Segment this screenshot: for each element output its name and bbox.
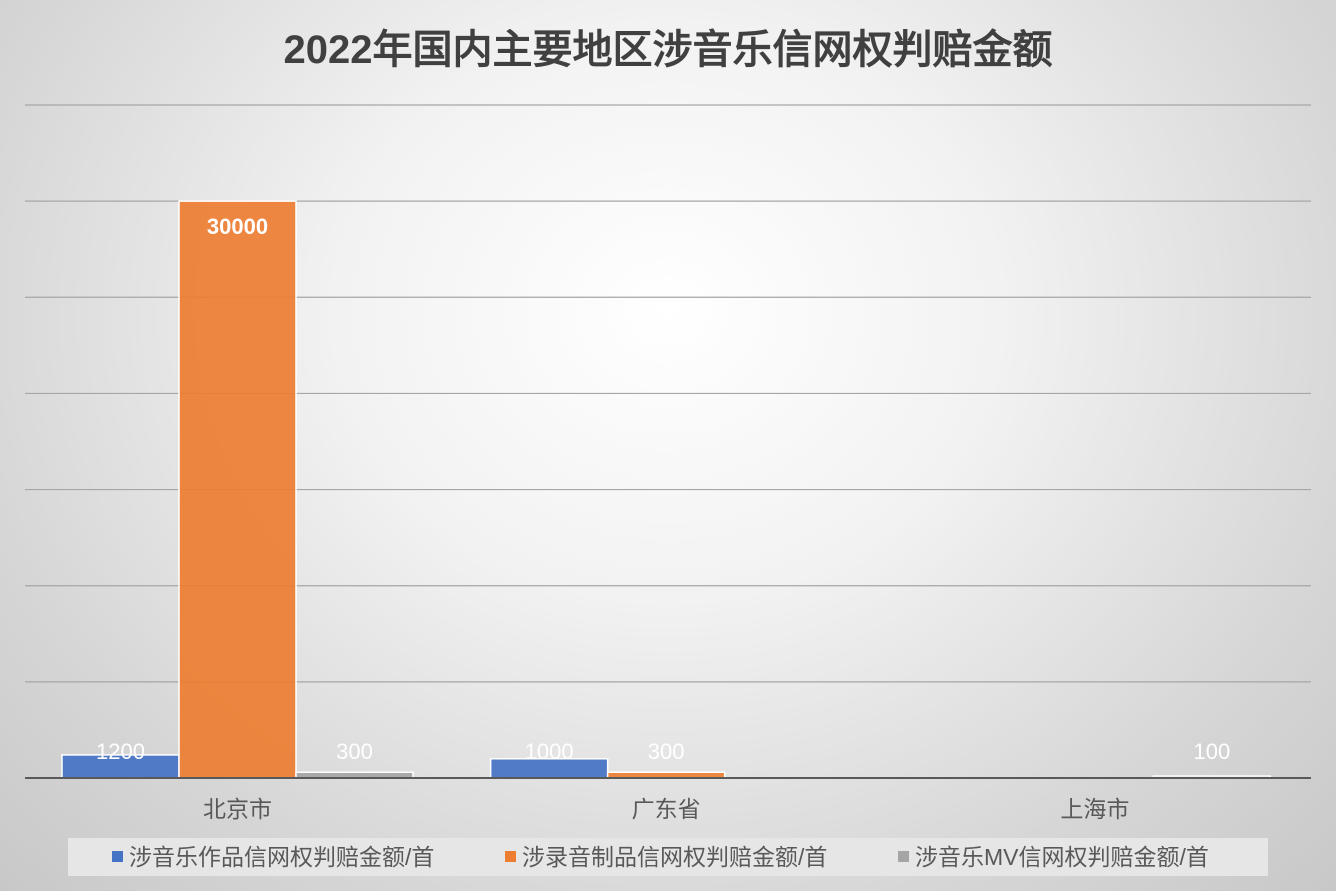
- x-tick-label: 广东省: [632, 796, 701, 822]
- x-tick-label: 上海市: [1060, 796, 1129, 822]
- data-label: 30000: [207, 214, 268, 239]
- legend: 涉音乐作品信网权判赔金额/首 涉录音制品信网权判赔金额/首 涉音乐MV信网权判赔金额…: [68, 838, 1268, 876]
- legend-swatch: [898, 851, 909, 862]
- data-label: 300: [648, 739, 685, 764]
- bars: [61, 200, 1272, 779]
- legend-label: 涉音乐MV信网权判赔金额/首: [915, 844, 1209, 870]
- data-label: 1200: [96, 739, 145, 764]
- x-tick-label: 北京市: [203, 796, 272, 822]
- data-label: 1000: [525, 739, 574, 764]
- legend-label: 涉录音制品信网权判赔金额/首: [522, 844, 827, 870]
- data-label: 100: [1193, 739, 1230, 764]
- legend-swatch: [505, 851, 516, 862]
- legend-swatch: [112, 851, 123, 862]
- x-axis: 北京市 广东省 上海市: [25, 777, 1311, 822]
- legend-box: [68, 838, 1268, 876]
- bar: [178, 200, 297, 779]
- chart-title: 2022年国内主要地区涉音乐信网权判赔金额: [284, 27, 1053, 72]
- data-label: 300: [336, 739, 373, 764]
- legend-label: 涉音乐作品信网权判赔金额/首: [129, 844, 434, 870]
- data-labels: 1200 1000 30000 300 300 100: [96, 214, 1230, 764]
